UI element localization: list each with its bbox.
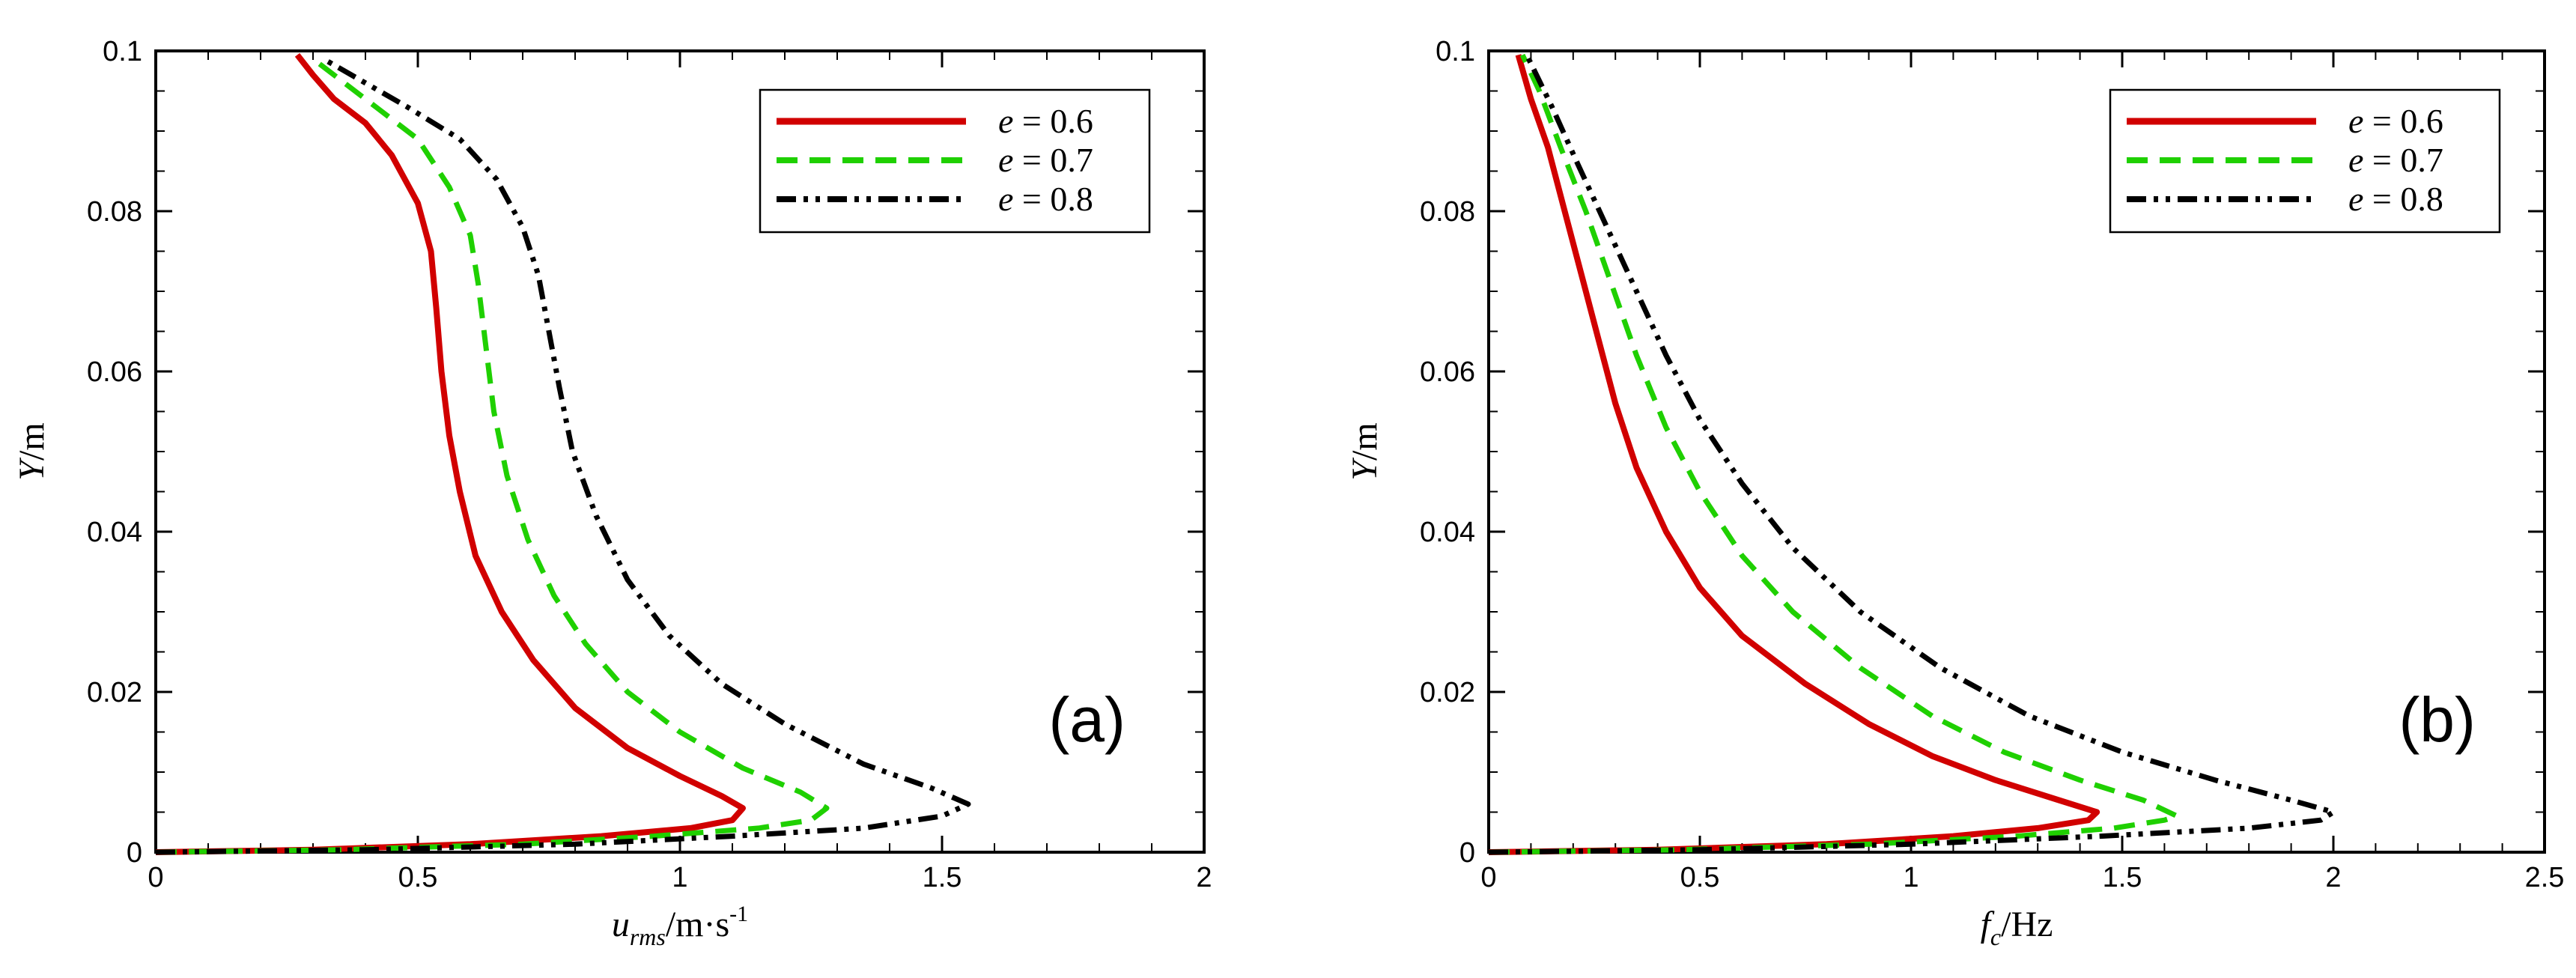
y-tick-label: 0.08 (1420, 196, 1475, 228)
y-tick-label: 0.04 (87, 517, 142, 548)
legend-entry-2: e = 0.8 (998, 180, 1093, 218)
x-tick-label: 2.5 (2525, 862, 2565, 893)
x-tick-label: 1 (672, 862, 687, 893)
legend-entry-1: e = 0.7 (998, 141, 1093, 179)
legend-symbol: e (998, 102, 1013, 140)
x-tick-label: 2 (2325, 862, 2341, 893)
y-axis-unit: /m (1345, 422, 1385, 461)
x-tick-label: 2 (1196, 862, 1212, 893)
y-axis-symbol: Y (12, 458, 52, 481)
x-tick-label: 0 (1480, 862, 1496, 893)
x-axis-superscript: -1 (729, 902, 748, 926)
x-axis-unit: /Hz (2001, 905, 2053, 944)
y-tick-label: 0 (1459, 837, 1475, 869)
panel-a: 0 0.5 1 1.5 200.020.040.060.080.1e = 0.6e = … (12, 36, 1212, 950)
legend-value: = 0.6 (1013, 102, 1093, 140)
series-line-0 (1488, 54, 2100, 855)
legend-symbol: e (2348, 180, 2363, 218)
x-axis-symbol: u (612, 905, 630, 944)
y-axis-symbol: Y (1345, 458, 1385, 481)
y-tick-label: 0 (127, 837, 142, 869)
x-tick-label: 1.5 (923, 862, 962, 893)
legend-entry-1: e = 0.7 (2348, 141, 2443, 179)
x-tick-label: 0 (148, 862, 163, 893)
legend-value: = 0.7 (1013, 141, 1093, 179)
x-axis-subscript: c (1990, 923, 2001, 950)
y-tick-label: 0.06 (87, 356, 142, 388)
series-line-0 (155, 52, 746, 855)
y-tick-label: 0.04 (1420, 517, 1475, 548)
legend-symbol: e (998, 141, 1013, 179)
x-axis-title: fc/Hz (1981, 905, 2053, 950)
y-tick-label: 0.02 (1420, 677, 1475, 708)
y-tick-label: 0.02 (87, 677, 142, 708)
legend-entry-0: e = 0.6 (2348, 102, 2443, 140)
y-axis-title: Y/m (1345, 422, 1385, 480)
series-line-1 (155, 56, 830, 855)
panel-b: 0 0.5 1 1.5 2 2.500.020.040.060.080.1e = 0.6e… (1345, 36, 2564, 950)
x-tick-label: 1.5 (2103, 862, 2142, 893)
x-axis-subscript: rms (630, 923, 666, 950)
x-axis-unit: /m·s (666, 905, 729, 944)
panel-label: (a) (1048, 684, 1126, 755)
y-tick-label: 0.06 (1420, 356, 1475, 388)
legend-value: = 0.8 (1013, 180, 1093, 218)
x-axis-title: urms/m·s-1 (612, 902, 748, 950)
y-tick-label: 0.1 (103, 36, 142, 67)
legend-symbol: e (998, 180, 1013, 218)
series-line-1 (1488, 53, 2180, 855)
legend-symbol: e (2348, 141, 2363, 179)
y-tick-label: 0.1 (1436, 36, 1475, 67)
x-tick-label: 1 (1903, 862, 1919, 893)
y-tick-label: 0.08 (87, 196, 142, 228)
x-tick-label: 0.5 (1680, 862, 1720, 893)
panel-label: (b) (2399, 684, 2476, 755)
series-line-2 (1488, 53, 2336, 855)
legend-symbol: e (2348, 102, 2363, 140)
y-axis-unit: /m (12, 422, 52, 461)
legend-value: = 0.7 (2363, 141, 2443, 179)
legend-entry-0: e = 0.6 (998, 102, 1093, 140)
legend-entry-2: e = 0.8 (2348, 180, 2443, 218)
y-axis-title: Y/m (12, 422, 52, 480)
legend-value: = 0.8 (2363, 180, 2443, 218)
x-tick-label: 0.5 (398, 862, 438, 893)
legend-value: = 0.6 (2363, 102, 2443, 140)
